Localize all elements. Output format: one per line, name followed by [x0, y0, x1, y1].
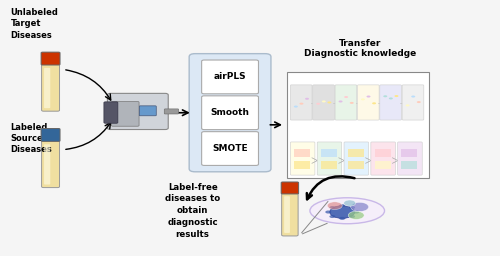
Circle shape	[350, 102, 354, 104]
Bar	[348, 161, 364, 168]
FancyBboxPatch shape	[42, 53, 60, 111]
Circle shape	[389, 98, 393, 100]
FancyBboxPatch shape	[344, 142, 368, 175]
FancyBboxPatch shape	[281, 182, 298, 194]
FancyBboxPatch shape	[108, 93, 168, 130]
FancyBboxPatch shape	[202, 132, 258, 165]
Circle shape	[344, 200, 355, 206]
FancyBboxPatch shape	[282, 183, 298, 236]
Circle shape	[328, 101, 332, 103]
Circle shape	[316, 103, 320, 105]
FancyBboxPatch shape	[402, 85, 424, 120]
Circle shape	[350, 202, 368, 211]
Circle shape	[338, 100, 342, 102]
Circle shape	[372, 102, 376, 104]
Text: airPLS: airPLS	[214, 72, 246, 81]
Circle shape	[294, 105, 298, 108]
Bar	[374, 161, 390, 168]
FancyBboxPatch shape	[41, 129, 60, 141]
Circle shape	[340, 217, 345, 220]
FancyBboxPatch shape	[312, 85, 334, 120]
FancyBboxPatch shape	[284, 196, 290, 233]
Bar	[294, 149, 310, 156]
FancyBboxPatch shape	[42, 130, 60, 188]
FancyBboxPatch shape	[290, 142, 315, 175]
Circle shape	[394, 95, 398, 97]
FancyBboxPatch shape	[202, 96, 258, 130]
Text: Smooth: Smooth	[210, 108, 250, 117]
FancyBboxPatch shape	[371, 142, 396, 175]
FancyBboxPatch shape	[358, 85, 379, 120]
Bar	[402, 149, 417, 156]
Circle shape	[353, 210, 359, 214]
Bar	[294, 161, 310, 168]
Bar	[374, 149, 390, 156]
Circle shape	[366, 95, 370, 98]
FancyBboxPatch shape	[140, 106, 156, 116]
Circle shape	[330, 206, 354, 218]
Bar	[321, 161, 337, 168]
Circle shape	[348, 211, 364, 219]
Circle shape	[384, 95, 388, 97]
FancyBboxPatch shape	[44, 144, 51, 185]
Text: Labeled
Source
Diseases: Labeled Source Diseases	[10, 123, 52, 154]
FancyBboxPatch shape	[202, 60, 258, 94]
FancyBboxPatch shape	[290, 85, 312, 120]
FancyBboxPatch shape	[104, 102, 118, 123]
Circle shape	[344, 96, 348, 98]
FancyBboxPatch shape	[44, 68, 51, 108]
FancyBboxPatch shape	[164, 109, 178, 114]
FancyBboxPatch shape	[41, 52, 60, 65]
FancyBboxPatch shape	[398, 142, 422, 175]
Bar	[402, 161, 417, 168]
Bar	[321, 149, 337, 156]
Bar	[348, 149, 364, 156]
Circle shape	[340, 204, 345, 207]
Circle shape	[305, 98, 309, 100]
Ellipse shape	[310, 198, 384, 224]
Circle shape	[330, 206, 336, 209]
Circle shape	[349, 215, 355, 218]
Circle shape	[330, 215, 336, 218]
Circle shape	[417, 101, 421, 103]
Circle shape	[406, 104, 409, 106]
Circle shape	[328, 202, 342, 209]
Circle shape	[326, 210, 332, 214]
Circle shape	[411, 95, 415, 98]
Circle shape	[361, 98, 365, 100]
Circle shape	[322, 100, 326, 102]
Circle shape	[300, 103, 304, 105]
Bar	[288, 72, 430, 178]
Text: Transfer
Diagnostic knowledge: Transfer Diagnostic knowledge	[304, 39, 416, 58]
Text: Unlabeled
Target
Diseases: Unlabeled Target Diseases	[10, 8, 58, 39]
FancyBboxPatch shape	[189, 54, 271, 172]
Text: Label-free
diseases to
obtain
diagnostic
results: Label-free diseases to obtain diagnostic…	[165, 183, 220, 239]
FancyBboxPatch shape	[335, 85, 357, 120]
FancyBboxPatch shape	[112, 102, 139, 126]
FancyBboxPatch shape	[380, 85, 402, 120]
Text: SMOTE: SMOTE	[212, 144, 248, 153]
FancyBboxPatch shape	[317, 142, 342, 175]
Circle shape	[349, 206, 355, 209]
